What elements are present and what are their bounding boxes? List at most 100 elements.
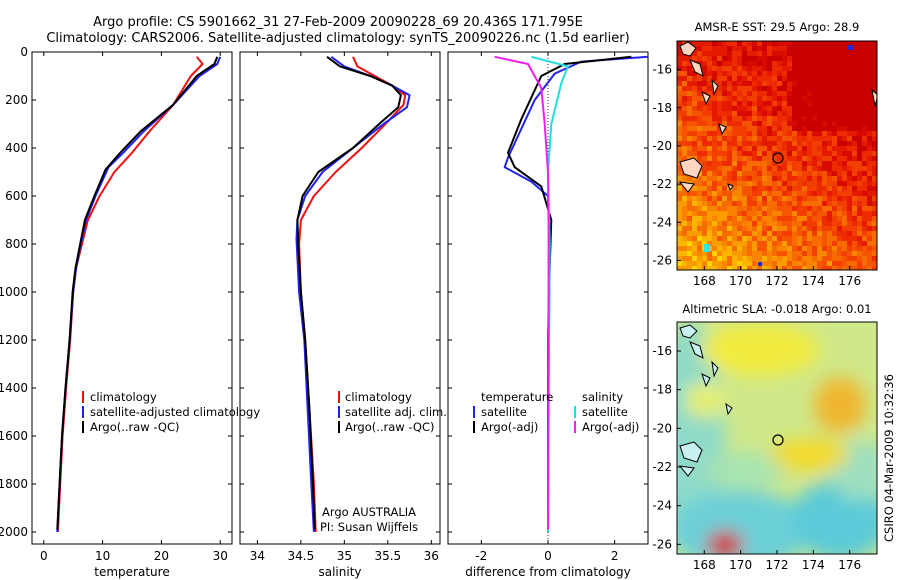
sst-cell [717, 41, 723, 47]
sst-cell [697, 151, 703, 157]
sst-cell [827, 241, 833, 247]
sst-cell [757, 256, 763, 262]
sst-cell [762, 71, 768, 77]
sst-cell [842, 46, 848, 52]
sst-cell [717, 121, 723, 127]
sst-cell [772, 176, 778, 182]
sst-cell [792, 241, 798, 247]
sst-cell [687, 116, 693, 122]
sst-cell [792, 221, 798, 227]
sst-cell [727, 221, 733, 227]
sst-cell [842, 226, 848, 232]
sst-cell [752, 166, 758, 172]
sst-cell [742, 246, 748, 252]
sst-cell [837, 166, 843, 172]
sst-cell [847, 96, 853, 102]
sst-cell [852, 131, 858, 137]
sst-cell [722, 236, 728, 242]
sst-cell [677, 126, 683, 132]
sst-cell [847, 121, 853, 127]
sst-cell [697, 226, 703, 232]
sst-cell [692, 91, 698, 97]
sst-cell [747, 171, 753, 177]
sst-cell [757, 66, 763, 72]
sst-cell [837, 216, 843, 222]
sst-cell [717, 256, 723, 262]
sst-cell [727, 131, 733, 137]
sst-cell [747, 191, 753, 197]
sst-cell [817, 136, 823, 142]
sst-cell [737, 66, 743, 72]
sst-cell [782, 131, 788, 137]
sst-cell [792, 101, 798, 107]
sst-cell [792, 141, 798, 147]
sst-cell [782, 146, 788, 152]
sst-cell [692, 111, 698, 117]
sst-cell [857, 181, 863, 187]
sst-cell [782, 221, 788, 227]
sst-cell [697, 101, 703, 107]
sst-cell [692, 146, 698, 152]
sst-cell [847, 141, 853, 147]
sst-cell [812, 221, 818, 227]
sst-cell [702, 226, 708, 232]
sst-cell [847, 176, 853, 182]
sst-cell [832, 51, 838, 57]
sst-cell [862, 71, 868, 77]
sst-cell [712, 251, 718, 257]
sst-cell [722, 266, 728, 270]
sst-cell [797, 126, 803, 132]
sst-cell [802, 61, 808, 67]
sst-cell [792, 261, 798, 267]
sst-cell [822, 151, 828, 157]
sst-cell [817, 196, 823, 202]
map-x-tick-label: 168 [693, 274, 716, 288]
sst-cell [692, 131, 698, 137]
sst-cell [737, 96, 743, 102]
sst-cell [742, 266, 748, 270]
sst-cell [752, 236, 758, 242]
sst-cell [837, 201, 843, 207]
sst-cell [767, 221, 773, 227]
sst-cell [697, 196, 703, 202]
sst-cell [817, 266, 823, 270]
sst-cell-cold [758, 262, 762, 266]
sst-cell [757, 106, 763, 112]
sst-cell [762, 256, 768, 262]
sst-cell [867, 121, 873, 127]
sst-cell [832, 66, 838, 72]
sst-cell [717, 56, 723, 62]
sst-cell [862, 146, 868, 152]
sst-cell [682, 81, 688, 87]
sst-cell [797, 101, 803, 107]
sst-cell [772, 41, 778, 47]
sst-cell [792, 76, 798, 82]
sst-cell [862, 91, 868, 97]
sst-cell [862, 161, 868, 167]
sst-cell [687, 146, 693, 152]
sst-cell [722, 166, 728, 172]
sst-cell [762, 191, 768, 197]
sst-cell [792, 256, 798, 262]
sst-cell [707, 216, 713, 222]
sst-cell [862, 171, 868, 177]
sst-cell [787, 136, 793, 142]
sst-cell [837, 111, 843, 117]
sst-cell [777, 86, 783, 92]
sst-cell [872, 121, 877, 127]
sst-cell [687, 91, 693, 97]
sst-cell [712, 156, 718, 162]
sst-cell [717, 81, 723, 87]
sst-cell [797, 91, 803, 97]
sst-cell [677, 261, 683, 267]
sst-cell [867, 96, 873, 102]
map-y-tick-label: -16 [652, 63, 672, 77]
sst-cell [837, 256, 843, 262]
sst-cell [747, 246, 753, 252]
sst-cell [827, 181, 833, 187]
sst-cell [842, 106, 848, 112]
sst-cell [677, 121, 683, 127]
sst-cell [782, 216, 788, 222]
sst-cell [802, 136, 808, 142]
sst-cell [872, 151, 877, 157]
